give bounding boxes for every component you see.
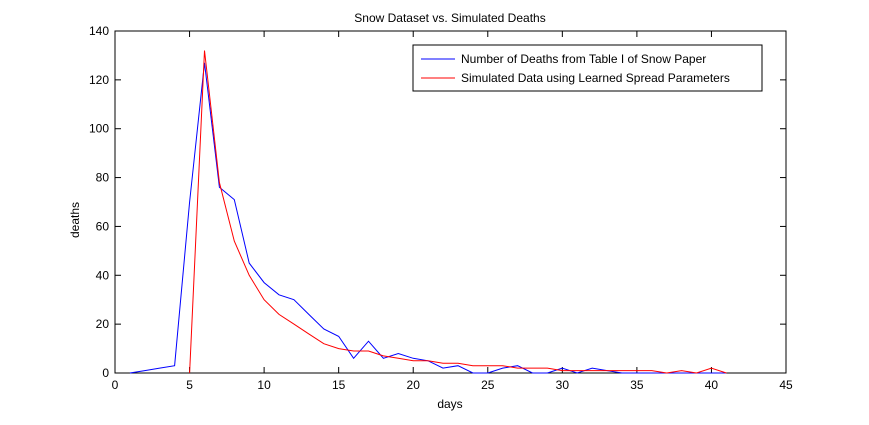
y-tick-label: 60 — [96, 219, 110, 233]
series-line-2 — [189, 50, 727, 374]
x-tick-label: 0 — [112, 378, 119, 392]
legend-entry-2: Simulated Data using Learned Spread Para… — [461, 71, 730, 85]
x-tick-label: 30 — [556, 378, 570, 392]
y-tick-label: 20 — [96, 317, 110, 331]
y-tick-label: 120 — [89, 73, 109, 87]
x-tick-label: 20 — [407, 378, 421, 392]
y-tick-label: 140 — [89, 24, 109, 38]
plot-area: 0 5 10 15 20 25 30 35 40 45 0 20 40 60 80 100 120 140 Numb… — [89, 24, 793, 392]
x-tick-label: 10 — [257, 378, 271, 392]
y-tick-label: 100 — [89, 122, 109, 136]
x-tick-label: 25 — [481, 378, 495, 392]
x-tick-label: 5 — [186, 378, 193, 392]
x-tick-label: 15 — [332, 378, 346, 392]
chart-title: Snow Dataset vs. Simulated Deaths — [354, 11, 545, 25]
x-axis-label: days — [437, 397, 462, 411]
x-tick-label: 35 — [630, 378, 644, 392]
y-tick-label: 40 — [96, 268, 110, 282]
x-tick-label: 45 — [779, 378, 793, 392]
legend-entry-1: Number of Deaths from Table I of Snow Pa… — [461, 52, 706, 66]
y-axis-label: deaths — [68, 202, 82, 238]
y-tick-label: 80 — [96, 171, 110, 185]
legend-box — [412, 44, 763, 92]
y-tick-label: 0 — [102, 366, 109, 380]
x-tick-label: 40 — [705, 378, 719, 392]
